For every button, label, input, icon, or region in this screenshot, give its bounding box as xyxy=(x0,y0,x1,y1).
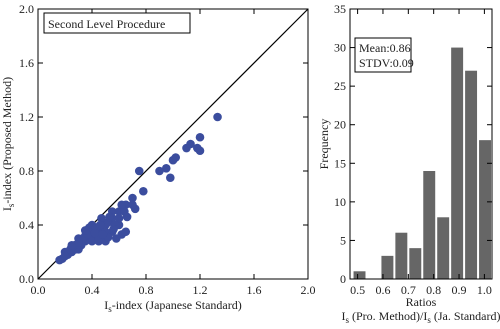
bar xyxy=(409,248,422,279)
y-tick-label: 1.6 xyxy=(19,56,34,70)
label-text: (Ja. Standard) xyxy=(431,309,500,323)
y-tick-label: 0 xyxy=(340,272,346,286)
subscript: s xyxy=(427,315,431,325)
annotation: STDV:0.09 xyxy=(359,56,414,70)
y-tick-label: 30 xyxy=(334,41,346,55)
annotation-box xyxy=(43,12,191,34)
y-axis-label: Frequency xyxy=(317,119,331,170)
label-text: -index (Japanese Standard) xyxy=(112,298,242,312)
x-axis-label: Is (Pro. Method)/Is (Ja. Standard) xyxy=(341,309,500,325)
y-tick-label: 35 xyxy=(334,2,346,16)
label-text: Ratios xyxy=(406,295,437,309)
point xyxy=(122,212,132,222)
x-tick-label: 1.0 xyxy=(477,283,492,297)
x-tick-label: 0.7 xyxy=(401,283,416,297)
x-tick-label: 0.6 xyxy=(375,283,390,297)
point xyxy=(114,213,124,223)
point xyxy=(213,112,222,122)
point xyxy=(139,186,148,196)
label-text: I xyxy=(0,207,14,211)
plot-frame xyxy=(37,8,309,280)
label-text: Frequency xyxy=(317,119,331,170)
bar xyxy=(479,140,491,279)
point xyxy=(195,146,205,156)
y-axis-label: Is-index (Proposed Method) xyxy=(0,77,16,211)
bar xyxy=(465,70,478,279)
bar xyxy=(423,171,436,279)
point xyxy=(90,228,99,238)
point xyxy=(134,166,144,176)
x-tick-label: 1.6 xyxy=(247,283,262,297)
point xyxy=(97,213,106,223)
y-tick-label: 0.0 xyxy=(19,272,34,286)
y-tick-label: 1.2 xyxy=(19,110,34,124)
point xyxy=(87,236,97,246)
x-tick-label: 0.9 xyxy=(452,283,467,297)
x-tick-label: 0.8 xyxy=(426,283,441,297)
point xyxy=(98,230,108,239)
point xyxy=(112,234,121,243)
label-text: I xyxy=(341,309,345,323)
point xyxy=(109,224,118,234)
annotation: Second Level Procedure xyxy=(48,17,165,31)
annotation: Mean:0.86 xyxy=(359,41,411,55)
y-tick-label: 25 xyxy=(334,79,346,93)
point xyxy=(67,240,77,250)
bar xyxy=(395,232,408,279)
bar xyxy=(451,47,464,280)
x-tick-label: 1.2 xyxy=(193,283,208,297)
y-tick-label: 15 xyxy=(334,156,346,170)
bar xyxy=(381,255,394,279)
x-tick-label: 0.5 xyxy=(350,283,365,297)
bar xyxy=(353,271,366,279)
point xyxy=(195,132,205,142)
x-tick-label: 2.0 xyxy=(301,283,316,297)
point xyxy=(105,212,114,222)
y-tick-label: 0.8 xyxy=(19,164,34,178)
point xyxy=(80,226,90,235)
point xyxy=(60,251,70,261)
point xyxy=(171,153,180,162)
point xyxy=(95,220,105,230)
subscript: s xyxy=(108,304,112,314)
point xyxy=(161,164,171,173)
x-tick-label: 0.0 xyxy=(31,283,46,297)
label-text: -index (Proposed Method) xyxy=(0,77,14,204)
x-axis-label: Ratios xyxy=(406,295,437,309)
y-tick-label: 0.4 xyxy=(19,218,34,232)
point xyxy=(128,200,137,210)
subscript: s xyxy=(345,315,349,325)
label-text: I xyxy=(104,298,108,312)
x-axis-label: Is-index (Japanese Standard) xyxy=(104,298,241,314)
y-tick-label: 10 xyxy=(334,195,346,209)
y-tick-label: 20 xyxy=(334,118,346,132)
point xyxy=(121,227,131,237)
annotation-box xyxy=(354,37,412,73)
point xyxy=(155,166,164,176)
x-tick-label: 0.4 xyxy=(85,283,100,297)
point xyxy=(117,200,126,210)
label-text: (Pro. Method)/I xyxy=(349,309,427,323)
point xyxy=(166,173,175,183)
y-tick-label: 5 xyxy=(340,233,346,247)
subscript: s xyxy=(6,203,16,207)
point xyxy=(128,193,137,203)
plot-frame xyxy=(349,8,493,280)
x-tick-label: 0.8 xyxy=(139,283,154,297)
point xyxy=(74,238,83,247)
point xyxy=(186,139,195,149)
bar xyxy=(437,217,450,279)
y-tick-label: 2.0 xyxy=(19,2,34,16)
